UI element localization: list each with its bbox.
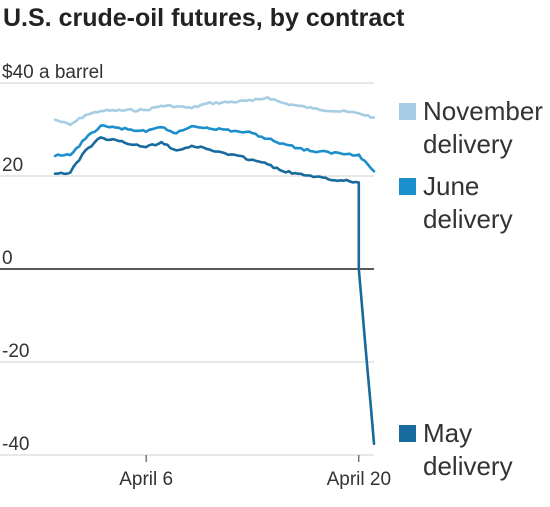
series-lines [53,96,376,446]
series-line-november-delivery [53,96,376,127]
legend: November delivery June delivery May delivery [399,96,543,481]
y-tick-label: -40 [2,434,29,455]
y-tick-label: -20 [2,341,29,362]
legend-label-june-delivery: June delivery [423,171,513,234]
y-tick-label: $40 a barrel [2,62,103,83]
legend-swatch-june-delivery [399,178,416,195]
x-tick-label: April 20 [327,469,391,490]
legend-label-november-delivery: November delivery [423,96,543,159]
legend-swatch-may-delivery [399,425,416,442]
y-axis-ticks: $40 a barrel 20 0 -20 -40 [2,62,103,455]
y-tick-label: 20 [2,155,23,176]
legend-swatch-november-delivery [399,103,416,120]
series-line-may-delivery [53,136,376,446]
x-tick-label: April 6 [119,469,173,490]
legend-label-may-delivery: May delivery [423,418,513,481]
chart-title: U.S. crude-oil futures, by contract [3,4,405,32]
grid [0,82,374,456]
y-tick-label: 0 [2,248,13,269]
series-line-june-delivery [53,124,376,173]
x-axis-ticks: April 6 April 20 [119,455,391,490]
